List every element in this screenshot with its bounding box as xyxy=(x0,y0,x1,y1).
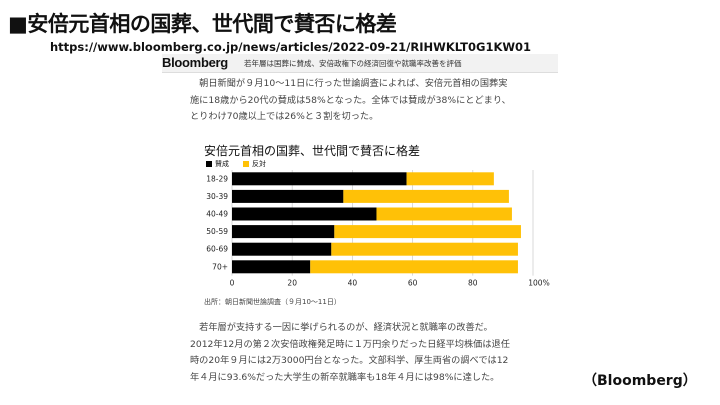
bar-oppose xyxy=(310,260,518,274)
bar-support xyxy=(232,189,344,203)
category-label: 40-49 xyxy=(206,210,228,219)
paragraph-line: 施に18歳から20代の賛成は58%となった。全体では賛成が38%にとどまり、 xyxy=(190,94,511,106)
slide-title: ■安倍元首相の国葬、世代間で賛否に格差 xyxy=(8,12,397,36)
legend-label-oppose: 反対 xyxy=(252,160,266,168)
bar-chart: 18-29 30-39 40-49 50-59 60-69 70+0 20 40 60 80 100… xyxy=(206,170,550,288)
x-tick-label: 0 xyxy=(230,279,235,288)
legend-swatch-support xyxy=(206,161,212,167)
bar-support xyxy=(232,172,407,186)
bar-oppose xyxy=(343,189,509,203)
bar-support xyxy=(232,242,332,256)
legend-item-oppose: 反対 xyxy=(243,159,266,169)
bar-oppose xyxy=(334,225,521,239)
paragraph-line: 2012年12月の第２次安倍政権発足時に１万円余りだった日経平均株価は退任 xyxy=(190,338,510,350)
credit-label: （Bloomberg） xyxy=(583,373,697,389)
paragraph-line: 若年層が支持する一因に挙げられるのが、経済状況と就職率の改善だ。 xyxy=(190,322,493,333)
bloomberg-logo: Bloomberg xyxy=(162,55,228,70)
article-header: Bloomberg 若年層は国葬に賛成、安倍政権下の経済回復や就職率改善を評価 xyxy=(162,54,558,73)
legend-item-support: 賛成 xyxy=(206,159,229,169)
bar-support xyxy=(232,260,311,274)
x-tick-label: 80 xyxy=(468,279,478,288)
source-url[interactable]: https://www.bloomberg.co.jp/news/article… xyxy=(50,40,532,54)
article-paragraph-1: 朝日新聞が９月10～11日に行った世論調査によれば、安倍元首相の国葬実 施に18… xyxy=(190,76,511,126)
bar-oppose xyxy=(331,242,518,256)
paragraph-line: 時の20年９月には2万3000円台となった。文部科学、厚生両省の調べでは12 xyxy=(190,355,509,366)
article-screenshot: Bloomberg 若年層は国葬に賛成、安倍政権下の経済回復や就職率改善を評価 … xyxy=(162,54,558,394)
bar-oppose xyxy=(376,207,512,221)
chart-title: 安倍元首相の国葬、世代間で賛否に格差 xyxy=(204,144,421,158)
paragraph-line: 年４月に93.6%だった大学生の新卒就職率も18年４月には98%に達した。 xyxy=(190,371,500,383)
legend-label-support: 賛成 xyxy=(215,160,229,168)
category-label: 18-29 xyxy=(206,174,228,183)
bar-support xyxy=(232,207,377,221)
chart-source: 出所：朝日新聞世論調査（９月10～11日） xyxy=(204,298,341,306)
article-headline: 若年層は国葬に賛成、安倍政権下の経済回復や就職率改善を評価 xyxy=(244,59,462,68)
x-tick-label: 20 xyxy=(287,279,297,288)
bar-oppose xyxy=(406,172,494,186)
category-label: 70+ xyxy=(212,262,228,271)
paragraph-line: 朝日新聞が９月10～11日に行った世論調査によれば、安倍元首相の国葬実 xyxy=(190,78,508,89)
category-label: 60-69 xyxy=(206,245,228,254)
article-paragraph-2: 若年層が支持する一因に挙げられるのが、経済状況と就職率の改善だ。 2012年12… xyxy=(190,320,510,386)
category-label: 50-59 xyxy=(206,227,228,236)
x-tick-label: 40 xyxy=(348,279,358,288)
chart-legend: 賛成 反対 xyxy=(206,159,266,169)
bar-support xyxy=(232,225,335,239)
category-label: 30-39 xyxy=(206,192,228,201)
legend-swatch-oppose xyxy=(243,161,249,167)
x-tick-label: 100% xyxy=(528,279,549,288)
paragraph-line: とりわけ70歳以上では26%と３割を切った。 xyxy=(190,111,379,122)
x-tick-label: 60 xyxy=(408,279,418,288)
